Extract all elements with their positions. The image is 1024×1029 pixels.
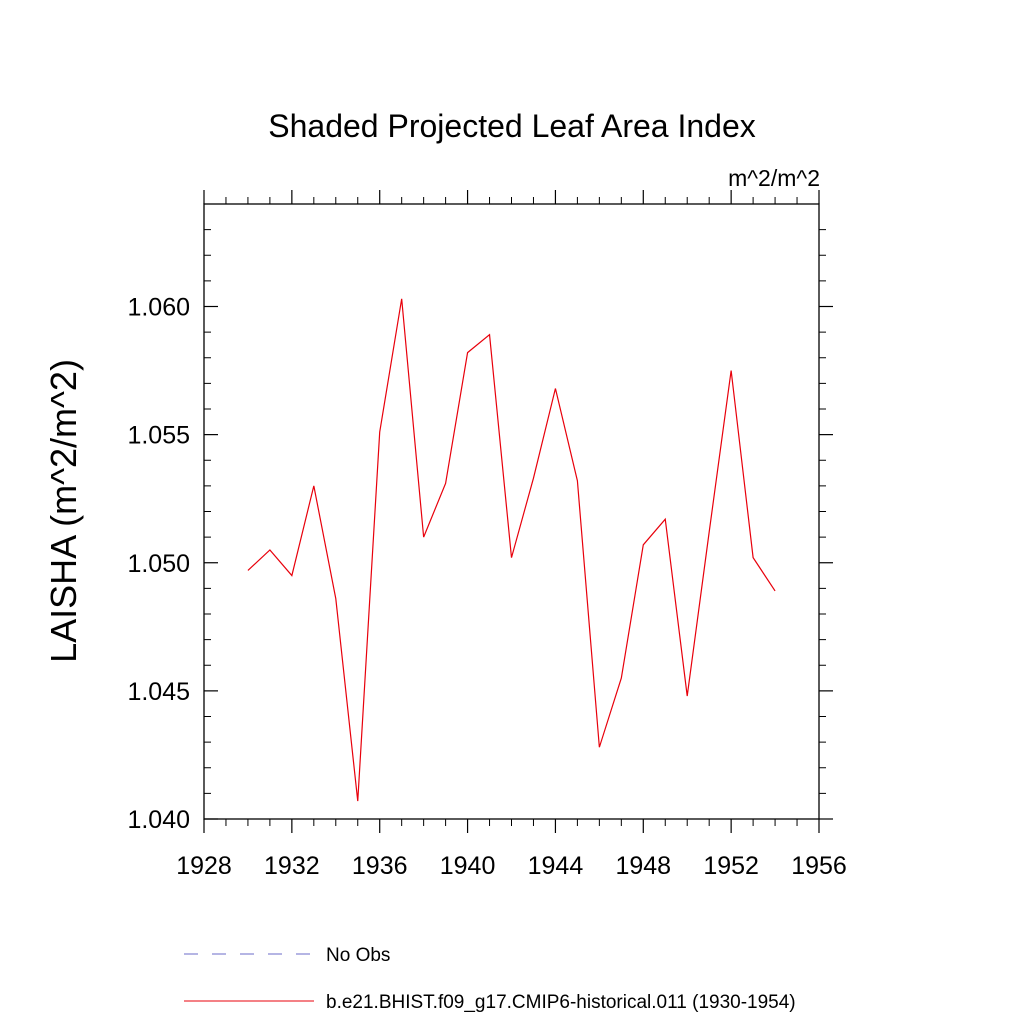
y-tick-labels: 1.040 1.045 1.050 1.055 1.060 xyxy=(127,294,190,835)
x-tick-label: 1936 xyxy=(352,852,408,880)
y-tick-label: 1.060 xyxy=(127,294,190,322)
x-tick-label: 1940 xyxy=(440,852,496,880)
plot-frame xyxy=(203,203,820,820)
y-tick-label: 1.055 xyxy=(127,422,190,450)
series-line-1 xyxy=(247,298,776,802)
y-tick-label: 1.050 xyxy=(127,550,190,578)
y-tick-label: 1.045 xyxy=(127,678,190,706)
x-tick-labels: 1928 1932 1936 1940 1944 1948 1952 1956 xyxy=(176,852,847,880)
y-axis-label: LAISHA (m^2/m^2) xyxy=(43,359,84,663)
legend-label-1: b.e21.BHIST.f09_g17.CMIP6-historical.011… xyxy=(326,992,796,1013)
legend-label-0: No Obs xyxy=(326,945,390,966)
units-label: m^2/m^2 xyxy=(728,165,820,191)
x-tick-label: 1928 xyxy=(176,852,232,880)
y-tick-label: 1.040 xyxy=(127,806,190,834)
x-tick-label: 1944 xyxy=(528,852,584,880)
x-tick-label: 1952 xyxy=(703,852,759,880)
x-tick-label: 1932 xyxy=(264,852,320,880)
series-layer xyxy=(247,298,776,802)
axis-ticks xyxy=(203,190,833,833)
legend: No Obs b.e21.BHIST.f09_g17.CMIP6-historic… xyxy=(184,945,796,1013)
x-tick-label: 1956 xyxy=(791,852,847,880)
x-tick-label: 1948 xyxy=(615,852,671,880)
chart-title: Shaded Projected Leaf Area Index xyxy=(268,108,755,144)
